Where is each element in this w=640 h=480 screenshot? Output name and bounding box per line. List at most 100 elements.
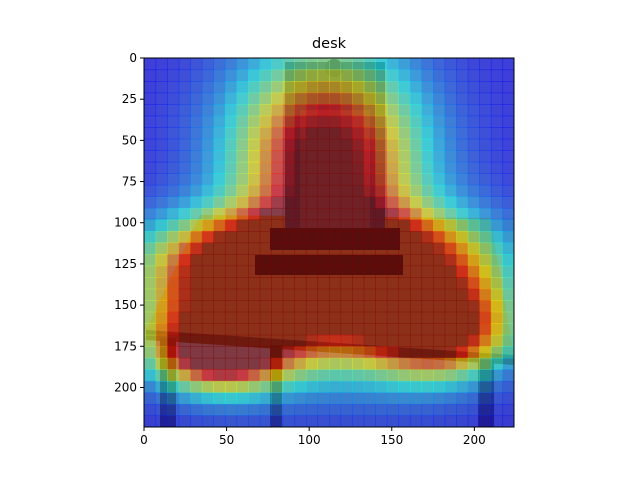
heat-cell: [421, 81, 434, 94]
heat-cell: [409, 288, 423, 301]
heat-cell: [409, 265, 423, 278]
heat-cell: [271, 138, 284, 151]
heat-cell: [259, 277, 272, 290]
heat-cell: [352, 300, 365, 313]
heat-cell: [479, 219, 492, 232]
heat-cell: [201, 288, 214, 301]
heat-cell: [248, 392, 261, 405]
heat-cell: [467, 81, 480, 94]
heat-cell: [433, 184, 446, 197]
heat-cell: [375, 369, 388, 382]
heat-cell: [444, 288, 457, 301]
heat-cell: [386, 127, 399, 140]
heat-cell: [248, 230, 261, 244]
heat-cell: [201, 334, 214, 347]
heat-cell: [363, 230, 376, 244]
heat-cell: [155, 242, 168, 255]
heat-cell: [456, 415, 469, 427]
heat-cell: [224, 323, 238, 336]
heat-cell: [398, 207, 411, 221]
heat-cell: [398, 415, 411, 427]
heat-cell: [329, 115, 342, 128]
heat-cell: [363, 161, 376, 174]
heat-cell: [409, 254, 423, 267]
heat-cell: [433, 265, 446, 278]
heat-cell: [329, 69, 342, 82]
heat-cell: [444, 69, 457, 82]
heat-cell: [271, 92, 284, 105]
heat-cell: [340, 127, 353, 140]
heat-cell: [167, 311, 180, 324]
heat-cell: [190, 173, 203, 186]
heat-cell: [467, 207, 480, 221]
heat-cell: [386, 288, 399, 301]
heat-cell: [490, 300, 504, 313]
heat-cell: [201, 184, 214, 197]
heat-cell: [155, 81, 168, 94]
heat-cell: [178, 380, 191, 394]
x-tick-label: 0: [140, 433, 148, 447]
heat-cell: [398, 184, 411, 197]
heat-cell: [259, 150, 272, 163]
heat-cell: [201, 254, 214, 267]
heat-cell: [444, 323, 457, 336]
heat-cell: [409, 300, 423, 313]
heat-cell: [305, 323, 319, 336]
heat-cell: [236, 196, 249, 209]
heat-cell: [201, 173, 214, 186]
heat-cell: [456, 92, 469, 105]
heat-cell: [282, 334, 295, 347]
heat-cell: [248, 127, 261, 140]
heat-cell: [375, 357, 388, 370]
heat-cell: [271, 323, 284, 336]
heat-cell: [167, 219, 180, 232]
heat-cell: [201, 403, 214, 417]
heat-cell: [167, 254, 180, 267]
heat-cell: [213, 92, 226, 105]
heat-cell: [490, 392, 504, 405]
heat-cell: [317, 346, 330, 359]
heat-cell: [409, 323, 423, 336]
heat-cell: [167, 323, 180, 336]
heat-cell: [190, 92, 203, 105]
heat-cell: [340, 92, 353, 105]
heat-cell: [375, 392, 388, 405]
heat-cell: [271, 115, 284, 128]
heat-cell: [502, 254, 514, 267]
heat-cell: [178, 115, 191, 128]
heat-cell: [305, 300, 319, 313]
heat-cell: [305, 104, 319, 117]
heat-cell: [490, 219, 504, 232]
heat-cell: [282, 207, 295, 221]
heat-cell: [282, 288, 295, 301]
heat-cell: [467, 58, 480, 71]
heat-cell: [317, 150, 330, 163]
heat-cell: [421, 392, 434, 405]
heat-cell: [329, 242, 342, 255]
heat-cell: [248, 346, 261, 359]
heat-cell: [236, 207, 249, 221]
heat-cell: [340, 115, 353, 128]
heat-cell: [329, 104, 342, 117]
heat-cell: [155, 184, 168, 197]
heat-cell: [375, 127, 388, 140]
heat-cell: [305, 69, 319, 82]
heat-cell: [294, 92, 307, 105]
heat-cell: [490, 92, 504, 105]
heat-cell: [398, 138, 411, 151]
heat-cell: [305, 196, 319, 209]
heat-cell: [248, 58, 261, 71]
heat-cell: [444, 161, 457, 174]
heat-cell: [433, 138, 446, 151]
heat-cell: [421, 242, 434, 255]
heat-cell: [467, 288, 480, 301]
heat-cell: [224, 254, 238, 267]
heat-cell: [236, 219, 249, 232]
heat-cell: [236, 81, 249, 94]
heat-cell: [456, 81, 469, 94]
heat-cell: [213, 300, 226, 313]
x-tick-label: 200: [463, 433, 486, 447]
heat-cell: [456, 357, 469, 370]
heat-cell: [409, 369, 423, 382]
heat-cell: [317, 392, 330, 405]
